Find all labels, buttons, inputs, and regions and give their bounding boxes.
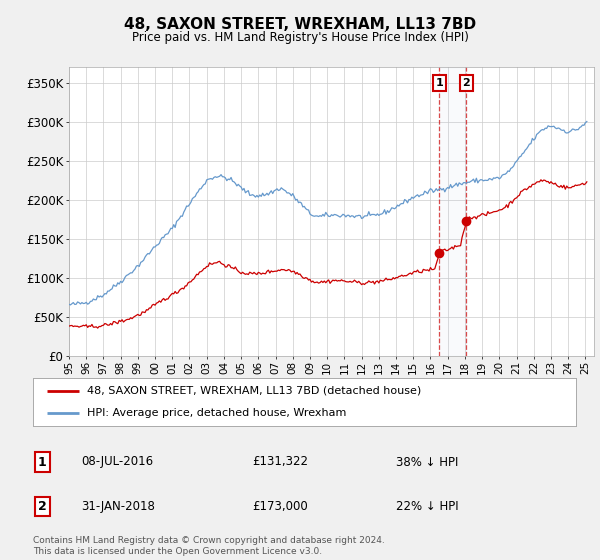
Text: 31-JAN-2018: 31-JAN-2018: [81, 500, 155, 514]
Text: 48, SAXON STREET, WREXHAM, LL13 7BD: 48, SAXON STREET, WREXHAM, LL13 7BD: [124, 17, 476, 32]
Text: Price paid vs. HM Land Registry's House Price Index (HPI): Price paid vs. HM Land Registry's House …: [131, 31, 469, 44]
Bar: [439, 67, 466, 356]
Text: 1: 1: [38, 455, 46, 469]
Text: £131,322: £131,322: [252, 455, 308, 469]
Text: £173,000: £173,000: [252, 500, 308, 514]
Text: 48, SAXON STREET, WREXHAM, LL13 7BD (detached house): 48, SAXON STREET, WREXHAM, LL13 7BD (det…: [88, 386, 422, 396]
Text: 38% ↓ HPI: 38% ↓ HPI: [396, 455, 458, 469]
Text: 2: 2: [463, 78, 470, 88]
Text: 2: 2: [38, 500, 46, 514]
Text: 08-JUL-2016: 08-JUL-2016: [81, 455, 153, 469]
Text: HPI: Average price, detached house, Wrexham: HPI: Average price, detached house, Wrex…: [88, 408, 347, 418]
Text: 22% ↓ HPI: 22% ↓ HPI: [396, 500, 458, 514]
Text: 1: 1: [436, 78, 443, 88]
Text: Contains HM Land Registry data © Crown copyright and database right 2024.
This d: Contains HM Land Registry data © Crown c…: [33, 536, 385, 556]
